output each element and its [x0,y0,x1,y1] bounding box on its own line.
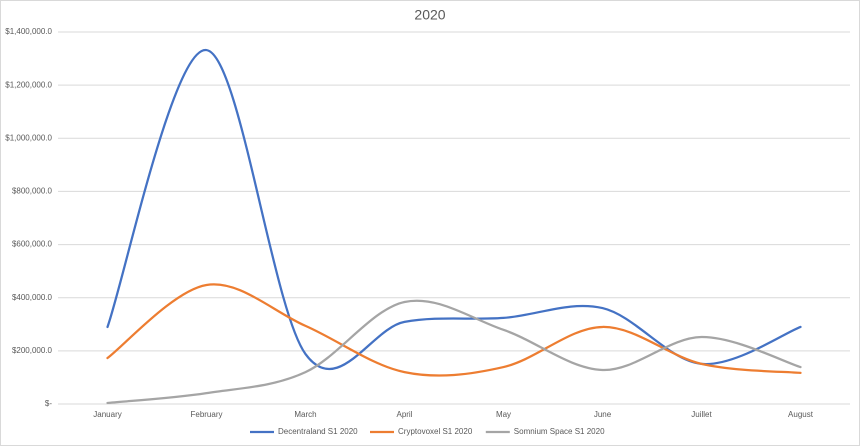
x-tick-label: August [788,410,814,419]
x-tick-label: April [396,410,412,419]
x-tick-label: January [93,410,121,419]
legend-label: Somnium Space S1 2020 [514,427,605,436]
x-tick-label: March [294,410,316,419]
legend-label: Cryptovoxel S1 2020 [398,427,473,436]
y-tick-label: $600,000.0 [12,240,53,249]
y-tick-label: $400,000.0 [12,293,53,302]
series-line [106,283,802,377]
y-tick-label: $200,000.0 [12,346,53,355]
x-tick-label: June [594,410,612,419]
legend-label: Decentraland S1 2020 [278,427,358,436]
y-tick-label: $1,200,000.0 [5,80,52,89]
y-tick-label: $800,000.0 [12,187,53,196]
y-tick-label: $1,000,000.0 [5,133,52,142]
x-tick-label: February [190,410,222,419]
y-tick-label: $1,400,000.0 [5,27,52,36]
y-tick-label: $- [45,399,52,408]
x-tick-label: Juillet [691,410,712,419]
chart-title: 2020 [414,7,445,23]
series-line [106,299,802,405]
x-tick-label: May [496,410,511,419]
